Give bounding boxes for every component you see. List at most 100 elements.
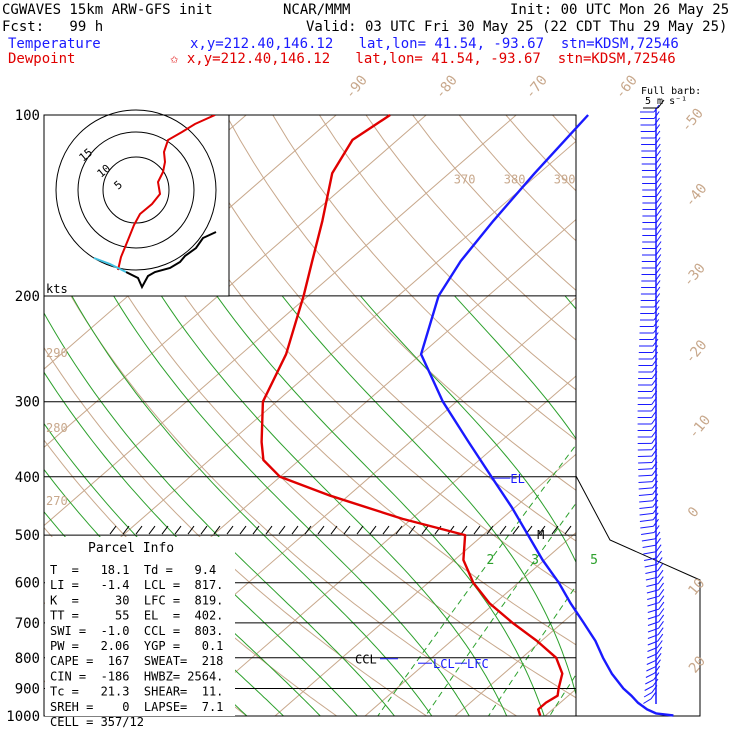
wind-barb-feather bbox=[658, 582, 665, 591]
hatch-mark bbox=[278, 525, 286, 535]
moist-adiabat-line bbox=[113, 295, 470, 716]
mixing-ratio-line bbox=[487, 585, 576, 716]
wind-barb bbox=[644, 685, 654, 691]
isotherm-line bbox=[710, 88, 740, 729]
isotherm-line bbox=[44, 115, 517, 527]
hatch-mark bbox=[109, 525, 117, 535]
isotherm-label: -20 bbox=[682, 337, 711, 367]
wind-barb-feather bbox=[658, 589, 665, 597]
hodograph-ring bbox=[77, 131, 195, 249]
wind-barb bbox=[643, 551, 657, 555]
moist-adiabat-line bbox=[281, 295, 576, 697]
wind-barb bbox=[642, 544, 656, 548]
hatch-mark bbox=[135, 525, 143, 535]
mixing-ratio-line bbox=[720, 296, 740, 729]
hatch-mark bbox=[356, 525, 364, 535]
wind-barb-feather bbox=[655, 208, 662, 217]
model-title: CGWAVES 15km ARW-GFS init bbox=[2, 2, 213, 18]
hatch-mark bbox=[317, 525, 325, 535]
hatch-mark bbox=[213, 525, 221, 535]
wind-barb-feather bbox=[653, 299, 660, 308]
mixing-ratio-label: 3 bbox=[531, 553, 539, 568]
wind-barb bbox=[640, 525, 654, 529]
mixing-ratio-label: 5 bbox=[590, 553, 598, 568]
mixing-ratio-line bbox=[597, 296, 740, 729]
hatch-mark bbox=[369, 525, 377, 535]
hatch-mark bbox=[187, 525, 195, 535]
wind-barb bbox=[647, 627, 659, 633]
pressure-tick-label: 400 bbox=[15, 470, 40, 486]
hodograph-low-trace bbox=[93, 257, 127, 273]
parcel-info-row: SREH = 0 LAPSE= 7.1 bbox=[50, 700, 223, 714]
wind-barb-feather bbox=[655, 169, 662, 178]
wind-barb bbox=[638, 493, 653, 496]
isotherm-label: 10 bbox=[685, 576, 708, 599]
wind-barb-feather bbox=[652, 487, 659, 495]
hatch-mark bbox=[343, 525, 351, 535]
wind-barb-feather bbox=[655, 241, 662, 249]
hatch-mark bbox=[382, 525, 390, 535]
pressure-tick-label: 800 bbox=[15, 651, 40, 667]
theta-label: 390 bbox=[554, 172, 576, 186]
isotherm-label: 20 bbox=[686, 653, 709, 676]
parcel-info-row: LI = -1.4 LCL = 817. bbox=[50, 578, 223, 592]
wind-barb-feather bbox=[655, 234, 662, 243]
wind-barb-feather bbox=[658, 614, 665, 623]
pressure-tick-label: 900 bbox=[15, 682, 40, 698]
hatch-mark bbox=[200, 525, 208, 535]
wind-barb bbox=[647, 602, 660, 607]
temperature-location: x,y=212.40,146.12 lat,lon= 41.54, -93.67… bbox=[190, 36, 679, 52]
wind-barb-feather bbox=[657, 633, 664, 642]
isotherm-line bbox=[44, 115, 427, 448]
dry-adiabat-line bbox=[599, 115, 740, 729]
forecast-hour: Fcst: 99 h bbox=[2, 19, 104, 35]
wind-barb-feather bbox=[656, 550, 663, 559]
wind-barb bbox=[638, 481, 653, 483]
wind-barb-feather bbox=[657, 569, 664, 578]
m-label: M bbox=[537, 528, 544, 542]
wind-barb-feather bbox=[658, 601, 665, 610]
theta-label: 280 bbox=[46, 421, 68, 435]
wind-barb bbox=[646, 666, 656, 672]
sounding-curves bbox=[260, 113, 674, 717]
init-time: Init: 00 UTC Mon 26 May 25 bbox=[510, 2, 730, 18]
hatch-mark bbox=[265, 525, 273, 535]
parcel-info-title: Parcel Info bbox=[88, 541, 174, 556]
wind-barb-feather bbox=[656, 646, 663, 655]
dry-adiabat-line bbox=[44, 125, 576, 699]
wind-barb bbox=[638, 468, 653, 470]
hatch-mark bbox=[421, 525, 429, 535]
center-credit: NCAR/MMM bbox=[283, 2, 351, 18]
isotherm-line bbox=[620, 88, 740, 729]
hatch-mark bbox=[252, 525, 260, 535]
wind-barb-feather bbox=[655, 215, 662, 223]
wind-barb bbox=[647, 621, 659, 626]
hodograph-upper-trace bbox=[117, 115, 216, 271]
dry-adiabat-line bbox=[44, 245, 518, 716]
hodograph-frame bbox=[43, 114, 230, 297]
isotherm-label: -30 bbox=[680, 260, 709, 290]
hatch-mark bbox=[447, 525, 455, 535]
theta-label: 380 bbox=[504, 172, 526, 186]
parcel-info-row: CIN = -186 HWBZ= 2564. bbox=[50, 669, 223, 683]
temperature-profile-line bbox=[419, 114, 674, 717]
el-label: EL bbox=[510, 472, 524, 486]
pressure-tick-label: 500 bbox=[15, 528, 40, 544]
moist-adiabat-line bbox=[454, 295, 576, 440]
pressure-tick-label: 1000 bbox=[6, 709, 40, 725]
barb-legend-title: Full barb: bbox=[641, 86, 701, 97]
hatch-mark bbox=[122, 525, 130, 535]
wind-barb bbox=[645, 679, 655, 685]
lfc-label: LFC bbox=[467, 657, 489, 671]
hodograph-ring bbox=[55, 109, 217, 271]
wind-barb-feather bbox=[655, 653, 662, 661]
wind-barb bbox=[638, 462, 653, 464]
moist-adiabat-line bbox=[216, 295, 545, 716]
wind-barb bbox=[643, 698, 652, 704]
mixing-ratio-line bbox=[377, 444, 576, 716]
wind-barb bbox=[644, 557, 657, 561]
mixing-ratio-label: 2 bbox=[486, 553, 494, 568]
